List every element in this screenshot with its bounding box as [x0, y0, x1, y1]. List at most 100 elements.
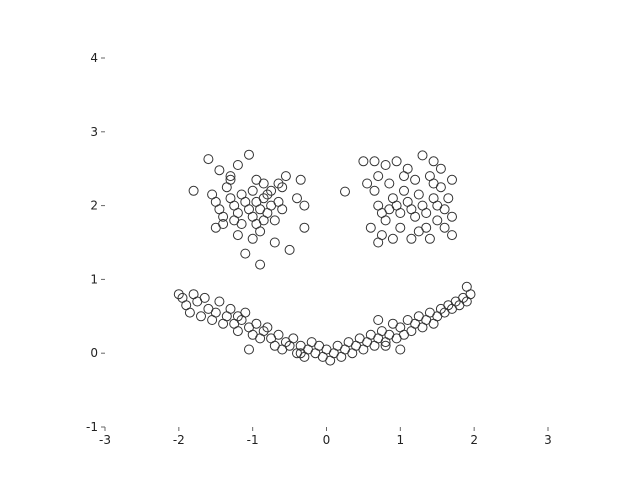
scatter-point [262, 322, 273, 333]
scatter-point [258, 193, 269, 204]
scatter-point [439, 204, 450, 215]
scatter-point [432, 215, 443, 226]
scatter-point [413, 189, 424, 200]
scatter-point [244, 344, 254, 355]
x-tick-label: -1 [247, 433, 259, 447]
scatter-point [373, 315, 384, 325]
scatter-point [417, 150, 428, 161]
scatter-point [232, 326, 243, 337]
scatter-point [299, 222, 310, 233]
scatter-point [428, 156, 439, 167]
x-tick-label: -3 [99, 433, 111, 447]
scatter-point [391, 156, 402, 167]
scatter-point [362, 178, 373, 189]
scatter-point [384, 178, 395, 189]
scatter-point [387, 233, 398, 244]
y-tick-label: 3 [90, 125, 98, 139]
scatter-point [232, 311, 243, 322]
scatter-point [269, 237, 280, 248]
scatter-point [358, 156, 369, 167]
scatter-point [399, 171, 409, 182]
scatter-point [395, 222, 406, 233]
scatter-point [447, 174, 457, 185]
scatter-point [284, 244, 295, 255]
scatter-point [384, 204, 395, 215]
scatter-point [269, 215, 280, 226]
y-tick-label: -1 [86, 420, 98, 434]
scatter-point [428, 178, 439, 189]
scatter-point [277, 204, 288, 215]
scatter-point [373, 171, 384, 182]
scatter-point [258, 215, 269, 226]
scatter-point [421, 208, 432, 218]
scatter-point [255, 259, 266, 270]
scatter-point [413, 226, 424, 237]
scatter-point [443, 193, 454, 204]
scatter-point [295, 174, 306, 185]
scatter-point [214, 296, 225, 307]
scatter-point [225, 171, 236, 182]
scatter-points [173, 149, 476, 366]
scatter-point [439, 222, 450, 233]
scatter-point [365, 222, 376, 233]
scatter-point [232, 230, 243, 241]
scatter-point [188, 185, 199, 196]
scatter-point [210, 222, 221, 233]
scatter-point [262, 189, 273, 200]
y-tick-label: 0 [90, 346, 98, 360]
scatter-point [369, 156, 380, 167]
scatter-point [173, 289, 184, 300]
scatter-point [203, 154, 214, 165]
x-tick-label: 3 [544, 433, 552, 447]
scatter-point [258, 178, 269, 189]
scatter-point [280, 171, 291, 182]
y-tick-label: 2 [90, 199, 98, 213]
scatter-point [292, 193, 302, 204]
scatter-point [395, 344, 406, 355]
scatter-point [406, 233, 417, 244]
scatter-point [251, 318, 262, 329]
scatter-point [424, 233, 435, 244]
scatter-point [288, 333, 299, 344]
scatter-point [295, 348, 306, 359]
scatter-point [225, 303, 236, 314]
scatter-point [461, 281, 472, 292]
y-axis: -1 0 1 2 3 4 [86, 51, 105, 434]
scatter-point [196, 311, 206, 322]
scatter-point [299, 200, 310, 211]
scatter-point [218, 211, 229, 222]
scatter-point [447, 230, 457, 241]
x-tick-label: -2 [173, 433, 185, 447]
scatter-point [247, 233, 258, 244]
scatter-point [410, 211, 421, 222]
scatter-point [210, 307, 221, 318]
scatter-point [447, 211, 457, 222]
scatter-point [277, 182, 288, 193]
scatter-point [240, 248, 251, 259]
scatter-point [247, 185, 258, 196]
scatter-point [199, 292, 210, 303]
scatter-point [380, 215, 391, 226]
scatter-point [380, 340, 391, 351]
scatter-point [244, 149, 254, 160]
x-tick-label: 0 [323, 433, 331, 447]
scatter-point [221, 182, 232, 193]
x-tick-label: 1 [397, 433, 405, 447]
scatter-point [236, 219, 247, 229]
scatter-point [435, 163, 446, 174]
x-axis: -3 -2 -1 0 1 2 3 [99, 427, 552, 447]
scatter-point [395, 208, 406, 218]
scatter-point [410, 174, 421, 185]
scatter-point [340, 186, 350, 197]
scatter-point [266, 185, 277, 196]
scatter-point [380, 160, 391, 170]
scatter-point [184, 307, 195, 318]
scatter-point [373, 237, 384, 248]
scatter-point [258, 326, 269, 337]
scatter-point [214, 165, 225, 176]
x-tick-label: 2 [470, 433, 478, 447]
scatter-point [273, 178, 284, 189]
scatter-point [399, 185, 409, 196]
scatter-point [232, 160, 243, 170]
